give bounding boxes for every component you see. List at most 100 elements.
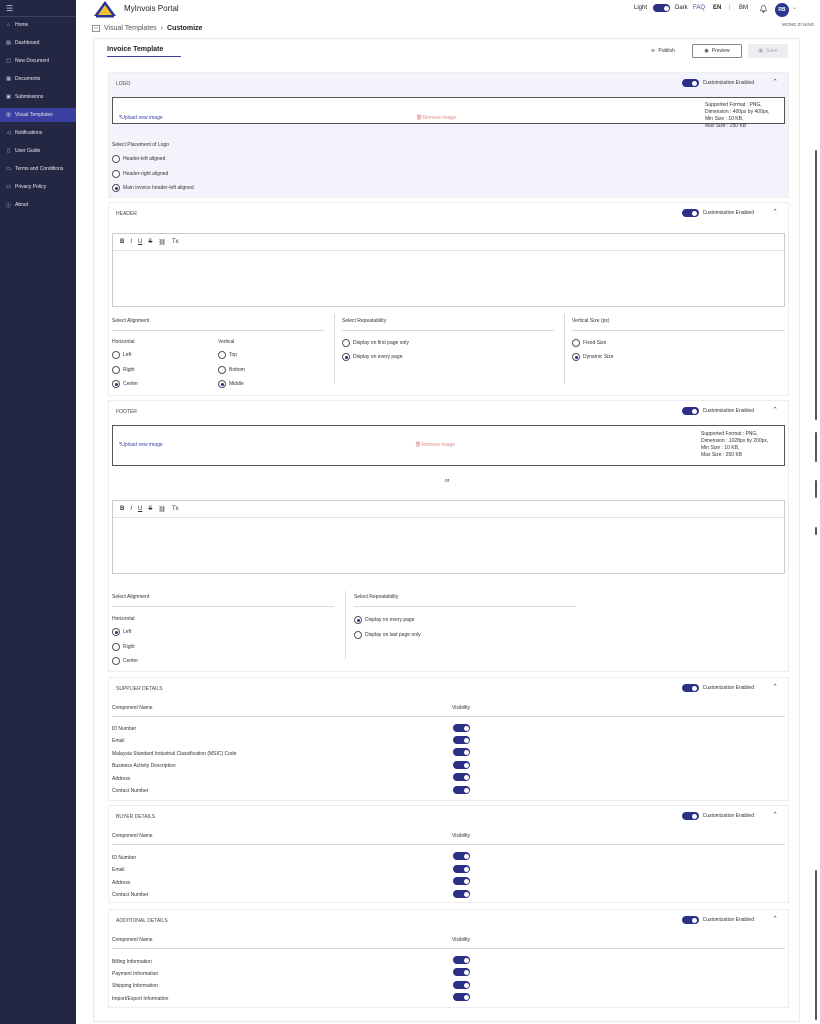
- visibility-toggle[interactable]: [453, 968, 470, 976]
- repeat-option[interactable]: Display on every page: [342, 353, 402, 361]
- customization-toggle-row[interactable]: Customization Enabled: [681, 684, 754, 692]
- radio-button[interactable]: [342, 339, 350, 347]
- h-align-option[interactable]: Right: [112, 366, 135, 374]
- visibility-toggle[interactable]: [453, 956, 470, 964]
- breadcrumb-parent[interactable]: Visual Templates: [104, 25, 157, 32]
- radio-button[interactable]: [112, 351, 120, 359]
- chevron-up-icon[interactable]: ⌃: [772, 684, 778, 691]
- sidebar-item-visual-templates[interactable]: ▥ Visual Templates: [0, 108, 76, 122]
- radio-button[interactable]: [572, 353, 580, 361]
- visibility-toggle[interactable]: [453, 890, 470, 898]
- theme-toggle[interactable]: [653, 4, 670, 12]
- repeat-option[interactable]: Display on every page: [354, 616, 414, 624]
- faq-link[interactable]: FAQ: [693, 5, 706, 11]
- chevron-up-icon[interactable]: ⌃: [772, 79, 778, 86]
- h-align-option[interactable]: Center: [112, 380, 138, 388]
- lang-en[interactable]: EN: [713, 5, 722, 11]
- sidebar-item-terms[interactable]: ▭ Terms and Conditions: [0, 162, 76, 176]
- visibility-toggle[interactable]: [453, 865, 470, 873]
- save-button[interactable]: ▣ Save: [748, 44, 788, 58]
- lang-bm[interactable]: BM: [739, 5, 748, 11]
- preview-button[interactable]: ◉ Preview: [692, 44, 742, 58]
- v-align-option[interactable]: Middle: [218, 380, 244, 388]
- v-align-option[interactable]: Top: [218, 351, 237, 359]
- link-icon[interactable]: ⛓: [158, 506, 166, 513]
- h-align-option[interactable]: Left: [112, 628, 131, 636]
- visibility-toggle[interactable]: [453, 852, 470, 860]
- h-align-option[interactable]: Center: [112, 657, 138, 665]
- sidebar-item-new-document[interactable]: ▢ New Document: [0, 54, 76, 68]
- placement-option[interactable]: Header-left aligned: [112, 155, 165, 163]
- customization-toggle[interactable]: [681, 209, 699, 217]
- upload-link[interactable]: ⤒Upload new image: [119, 442, 163, 448]
- italic-icon[interactable]: I: [130, 506, 133, 512]
- customization-toggle[interactable]: [681, 407, 699, 415]
- visibility-toggle[interactable]: [453, 748, 470, 756]
- h-align-option[interactable]: Left: [112, 351, 131, 359]
- visibility-toggle[interactable]: [453, 786, 470, 794]
- radio-button[interactable]: [218, 366, 226, 374]
- customization-toggle[interactable]: [681, 812, 699, 820]
- sidebar-item-submissions[interactable]: ▣ Submissions: [0, 90, 76, 104]
- clear-format-icon[interactable]: Tx: [172, 506, 179, 512]
- repeat-option[interactable]: Display on first page only: [342, 339, 409, 347]
- radio-button[interactable]: [572, 339, 580, 347]
- upload-link[interactable]: ⤒Upload new image: [119, 115, 163, 121]
- strikethrough-icon[interactable]: S: [148, 506, 153, 512]
- scrollbar-thumb[interactable]: [815, 480, 817, 498]
- size-option[interactable]: Fixed Size: [572, 339, 606, 347]
- bold-icon[interactable]: B: [120, 506, 125, 512]
- sidebar-item-about[interactable]: ⓘ About: [0, 198, 76, 212]
- radio-button[interactable]: [112, 170, 120, 178]
- customization-toggle-row[interactable]: Customization Enabled: [681, 79, 754, 87]
- customization-toggle[interactable]: [681, 79, 699, 87]
- v-align-option[interactable]: Bottom: [218, 366, 245, 374]
- visibility-toggle[interactable]: [453, 981, 470, 989]
- scrollbar-thumb[interactable]: [815, 870, 817, 1020]
- radio-button[interactable]: [218, 380, 226, 388]
- chevron-up-icon[interactable]: ⌃: [772, 209, 778, 216]
- radio-button[interactable]: [112, 657, 120, 665]
- remove-link[interactable]: 🗑Remove image: [416, 115, 456, 121]
- scrollbar-thumb[interactable]: [815, 432, 817, 462]
- customization-toggle[interactable]: [681, 684, 699, 692]
- bell-icon[interactable]: [760, 5, 767, 13]
- avatar[interactable]: RB: [775, 3, 789, 17]
- sidebar-item-dashboard[interactable]: ▤ Dashboard: [0, 36, 76, 50]
- italic-icon[interactable]: I: [130, 239, 133, 245]
- size-option[interactable]: Dynamic Size: [572, 353, 614, 361]
- sidebar-item-privacy[interactable]: ▭ Privacy Policy: [0, 180, 76, 194]
- remove-link[interactable]: 🗑Remove image: [415, 442, 455, 448]
- sidebar-item-home[interactable]: ⌂ Home: [0, 18, 76, 32]
- customization-toggle-row[interactable]: Customization Enabled: [681, 407, 754, 415]
- radio-button[interactable]: [112, 184, 120, 192]
- radio-button[interactable]: [112, 366, 120, 374]
- underline-icon[interactable]: U: [138, 239, 143, 245]
- radio-button[interactable]: [112, 380, 120, 388]
- radio-button[interactable]: [112, 628, 120, 636]
- radio-button[interactable]: [354, 616, 362, 624]
- chevron-up-icon[interactable]: ⌃: [772, 407, 778, 414]
- strikethrough-icon[interactable]: S: [148, 239, 153, 245]
- customization-toggle[interactable]: [681, 916, 699, 924]
- bold-icon[interactable]: B: [120, 239, 125, 245]
- placement-option[interactable]: Main invoice header-left aligned: [112, 184, 194, 192]
- header-editor[interactable]: B I U S ⛓ Tx: [112, 233, 785, 307]
- radio-button[interactable]: [354, 631, 362, 639]
- clear-format-icon[interactable]: Tx: [172, 239, 179, 245]
- customization-toggle-row[interactable]: Customization Enabled: [681, 916, 754, 924]
- visibility-toggle[interactable]: [453, 736, 470, 744]
- footer-editor[interactable]: B I U S ⛓ Tx: [112, 500, 785, 574]
- h-align-option[interactable]: Right: [112, 643, 135, 651]
- scrollbar-thumb[interactable]: [815, 150, 817, 420]
- sidebar-item-documents[interactable]: ▦ Documents: [0, 72, 76, 86]
- visibility-toggle[interactable]: [453, 993, 470, 1001]
- radio-button[interactable]: [218, 351, 226, 359]
- menu-icon[interactable]: ☰: [6, 4, 14, 13]
- repeat-option[interactable]: Display on last page only: [354, 631, 421, 639]
- chevron-down-icon[interactable]: ⌄: [792, 5, 798, 11]
- placement-option[interactable]: Header-right aligned: [112, 170, 168, 178]
- publish-button[interactable]: ⊳ Publish: [642, 44, 684, 58]
- radio-button[interactable]: [112, 643, 120, 651]
- radio-button[interactable]: [112, 155, 120, 163]
